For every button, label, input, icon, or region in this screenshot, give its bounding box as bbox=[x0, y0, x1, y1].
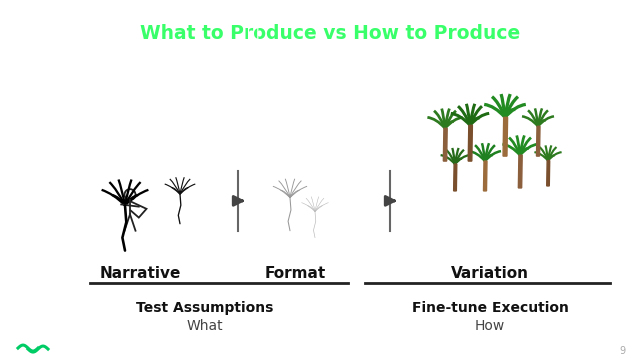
Text: Format: Format bbox=[264, 266, 326, 280]
Polygon shape bbox=[468, 125, 472, 161]
Text: What to Produce vs How to Produce: What to Produce vs How to Produce bbox=[140, 24, 520, 43]
Text: 🚀: 🚀 bbox=[247, 22, 259, 42]
Polygon shape bbox=[444, 128, 447, 161]
Text: What: What bbox=[187, 319, 223, 333]
Polygon shape bbox=[536, 126, 540, 156]
Text: 9: 9 bbox=[619, 346, 625, 356]
Polygon shape bbox=[503, 117, 508, 156]
Text: Test Assumptions: Test Assumptions bbox=[136, 301, 274, 315]
Text: Fine-tune Execution: Fine-tune Execution bbox=[412, 301, 568, 315]
Text: Narrative: Narrative bbox=[99, 266, 180, 280]
Polygon shape bbox=[547, 161, 550, 186]
Text: How: How bbox=[475, 319, 505, 333]
Text: Variation: Variation bbox=[451, 266, 529, 280]
Polygon shape bbox=[518, 155, 522, 188]
Polygon shape bbox=[454, 164, 457, 191]
Polygon shape bbox=[483, 161, 487, 191]
